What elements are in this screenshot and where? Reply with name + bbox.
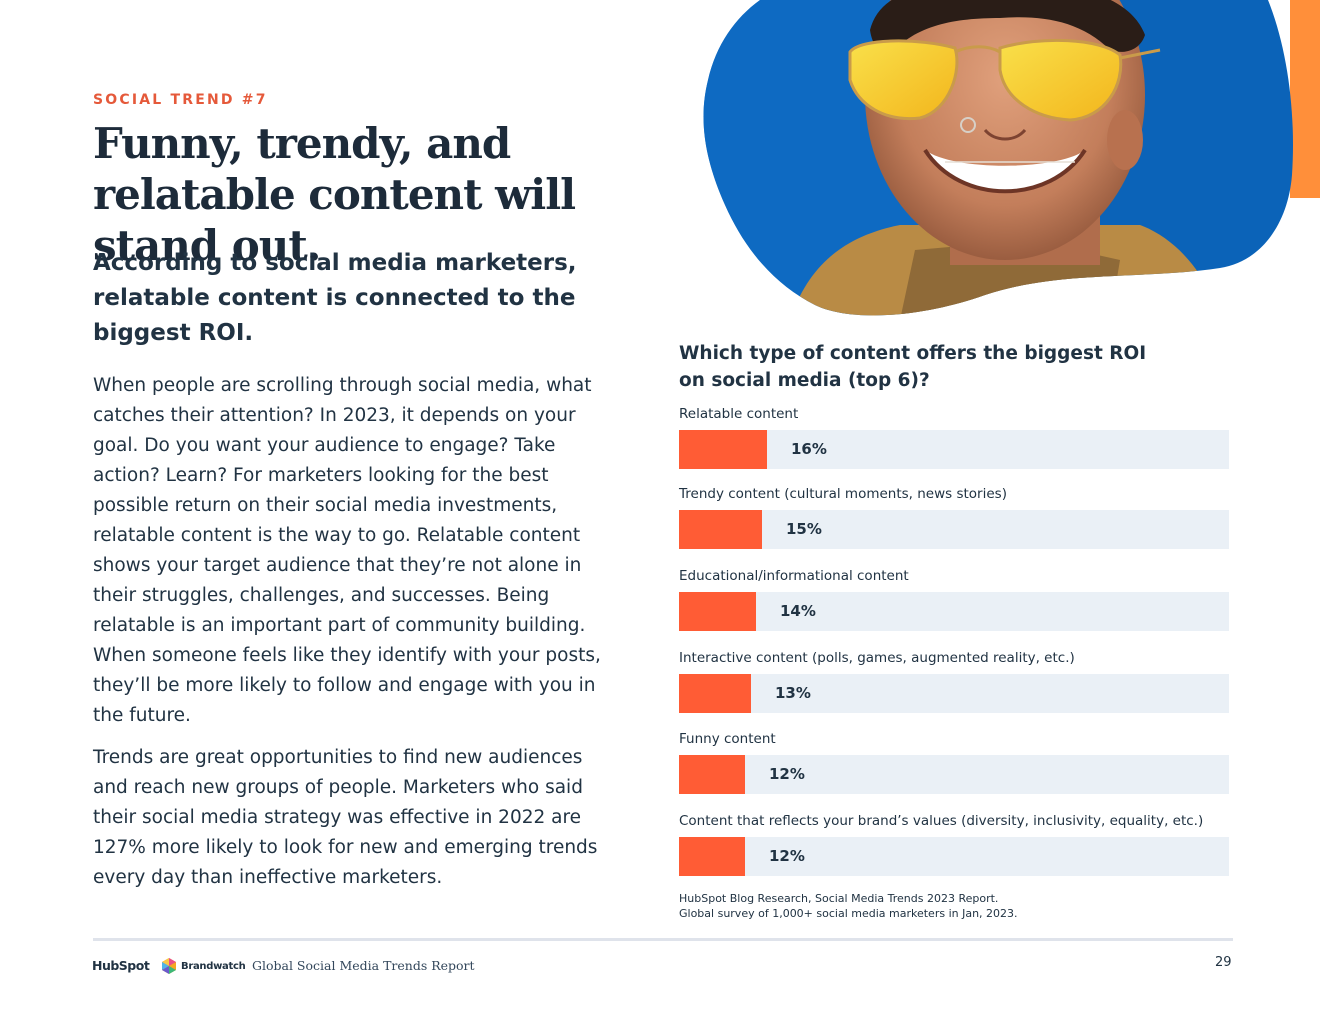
- bar-value-label: 12%: [769, 765, 805, 783]
- section-kicker: SOCIAL TREND #7: [93, 92, 268, 108]
- bar-value-label: 16%: [791, 440, 827, 458]
- bar-track: 16%: [679, 430, 1229, 469]
- body-paragraph-2: Trends are great opportunities to find n…: [93, 747, 598, 888]
- bar: [679, 755, 745, 794]
- bar-value-label: 14%: [780, 602, 816, 620]
- bar-track: 14%: [679, 592, 1229, 631]
- bar: [679, 837, 745, 876]
- sunglasses: [848, 38, 1161, 122]
- bar-track: 15%: [679, 510, 1229, 549]
- body-paragraph-1: When people are scrolling through social…: [93, 375, 601, 726]
- bar-category-label: Trendy content (cultural moments, news s…: [679, 486, 1007, 502]
- chart-source-line-1: HubSpot Blog Research, Social Media Tren…: [679, 892, 999, 905]
- page-subheading: According to social media marketers, rel…: [93, 250, 577, 346]
- brandwatch-logo: Brandwatch: [160, 956, 246, 976]
- bar-value-label: 12%: [769, 847, 805, 865]
- roi-content-bar-chart: Which type of content offers the biggest…: [679, 340, 1239, 920]
- footer-report-title: Global Social Media Trends Report: [252, 958, 475, 973]
- bar: [679, 430, 767, 469]
- page-headline: Funny, trendy, and relatable content wil…: [93, 119, 576, 270]
- chart-title: Which type of content offers the biggest…: [679, 343, 1147, 391]
- bar-value-label: 15%: [786, 520, 822, 538]
- brandwatch-wordmark: Brandwatch: [181, 960, 246, 972]
- decorative-orange-strip: [1290, 0, 1320, 198]
- bar: [679, 674, 751, 713]
- brandwatch-hexagon-icon: [162, 958, 176, 974]
- page-number: 29: [1215, 955, 1232, 970]
- chart-source-note: HubSpot Blog Research, Social Media Tren…: [679, 891, 1079, 921]
- bar-value-label: 13%: [775, 684, 811, 702]
- bar-track: 12%: [679, 837, 1229, 876]
- bar-track: 13%: [679, 674, 1229, 713]
- hero-photo: [703, 0, 1294, 316]
- bar: [679, 592, 756, 631]
- bar-category-label: Funny content: [679, 731, 776, 747]
- chart-source-line-2: Global survey of 1,000+ social media mar…: [679, 907, 1018, 920]
- bar-track: 12%: [679, 755, 1229, 794]
- bar-category-label: Relatable content: [679, 406, 799, 422]
- bar: [679, 510, 762, 549]
- footer-divider: [93, 938, 1233, 941]
- bar-category-label: Content that reflects your brand’s value…: [679, 813, 1204, 829]
- hubspot-logo: HubSpot: [92, 958, 150, 973]
- bar-category-label: Interactive content (polls, games, augme…: [679, 650, 1075, 666]
- bar-category-label: Educational/informational content: [679, 568, 909, 584]
